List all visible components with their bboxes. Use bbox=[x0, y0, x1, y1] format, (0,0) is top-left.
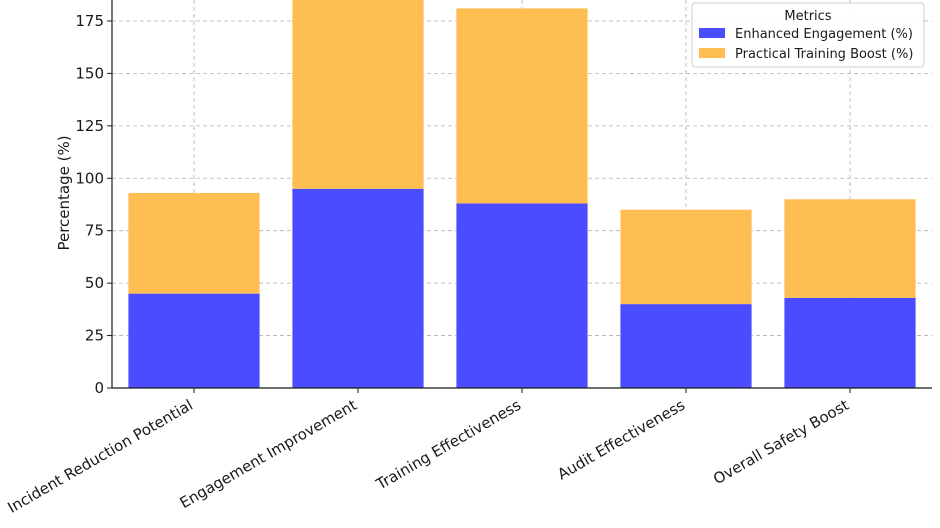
bar-practical-training-boost-training-effectiveness bbox=[456, 8, 588, 204]
legend-label-enhanced-engagement: Enhanced Engagement (%) bbox=[735, 27, 913, 42]
x-tick-label-incident-reduction-potential: Incident Reduction Potential bbox=[5, 396, 196, 517]
legend-label-practical-training-boost: Practical Training Boost (%) bbox=[735, 47, 913, 62]
x-tick-label-engagement-improvement: Engagement Improvement bbox=[177, 396, 360, 512]
legend-swatch-practical-training-boost bbox=[699, 48, 725, 58]
bar-practical-training-boost-overall-safety-boost bbox=[784, 199, 916, 298]
bar-enhanced-engagement-overall-safety-boost bbox=[784, 297, 916, 388]
x-tick-label-training-effectiveness: Training Effectiveness bbox=[372, 396, 524, 494]
y-tick-label: 100 bbox=[75, 169, 104, 187]
y-tick-label: 175 bbox=[75, 12, 104, 30]
bar-enhanced-engagement-engagement-improvement bbox=[292, 188, 424, 388]
legend-title: Metrics bbox=[784, 9, 831, 24]
x-tick-label-audit-effectiveness: Audit Effectiveness bbox=[554, 396, 688, 484]
bar-practical-training-boost-audit-effectiveness bbox=[620, 209, 752, 305]
legend: Metrics Enhanced Engagement (%) Practica… bbox=[691, 2, 925, 68]
y-tick-label: 0 bbox=[94, 379, 104, 397]
y-tick-label: 125 bbox=[75, 117, 104, 135]
bar-practical-training-boost-incident-reduction-potential bbox=[128, 192, 260, 294]
bars bbox=[128, 0, 916, 388]
y-tick-label: 25 bbox=[85, 327, 104, 345]
y-axis-label: Percentage (%) bbox=[55, 135, 73, 250]
y-tick-label: 50 bbox=[85, 274, 104, 292]
bar-enhanced-engagement-audit-effectiveness bbox=[620, 304, 752, 388]
legend-box bbox=[691, 2, 925, 68]
x-tick-label-overall-safety-boost: Overall Safety Boost bbox=[710, 396, 852, 488]
y-tick-label: 75 bbox=[85, 222, 104, 240]
bar-practical-training-boost-engagement-improvement bbox=[292, 0, 424, 189]
bar-enhanced-engagement-incident-reduction-potential bbox=[128, 293, 260, 388]
y-tick-label: 150 bbox=[75, 64, 104, 82]
legend-swatch-enhanced-engagement bbox=[699, 28, 725, 38]
bar-enhanced-engagement-training-effectiveness bbox=[456, 203, 588, 388]
